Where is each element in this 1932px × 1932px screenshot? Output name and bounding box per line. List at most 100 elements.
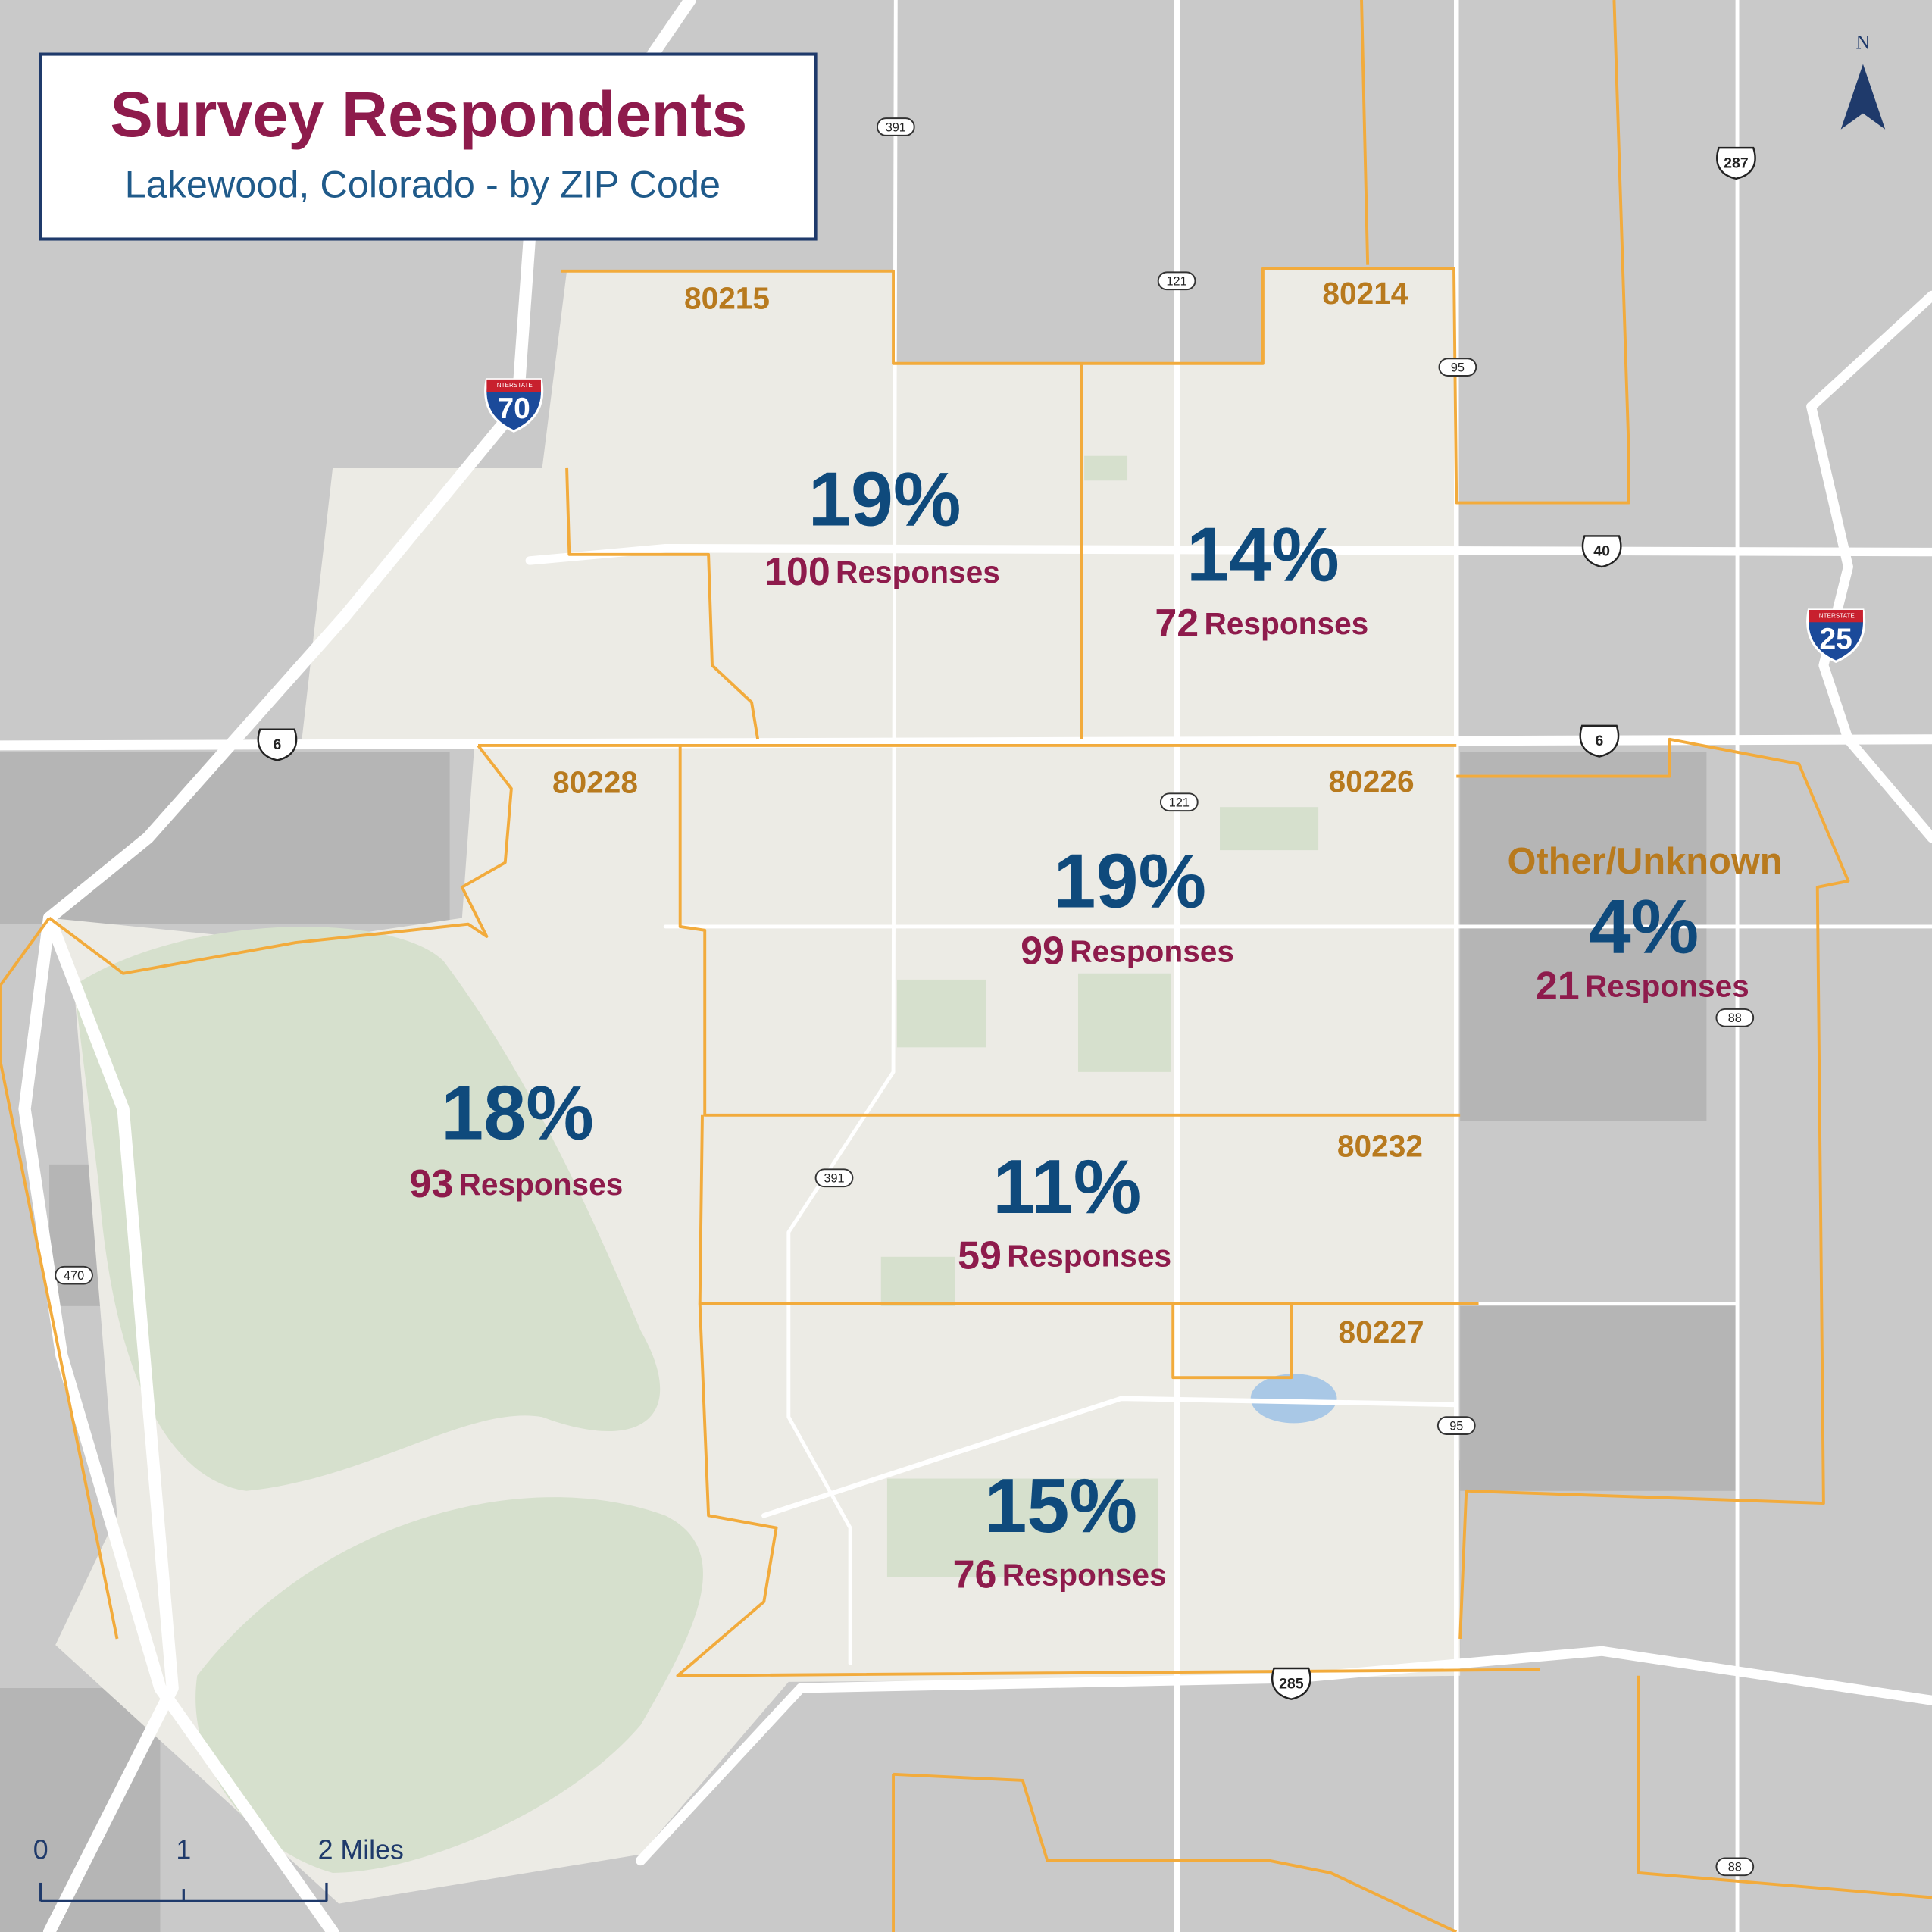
unit: Responses — [836, 555, 1000, 589]
shield-shape — [1271, 1667, 1311, 1700]
count: 21 — [1536, 964, 1580, 1008]
zip-label: 80226 — [1329, 764, 1415, 799]
zip-label: 80214 — [1322, 276, 1408, 311]
responses: 59 Responses — [958, 1233, 1171, 1277]
north-label: N — [1856, 32, 1871, 54]
shield-shape — [1579, 724, 1620, 758]
shield-label: 121 — [1167, 275, 1187, 289]
count: 99 — [1021, 929, 1064, 973]
unit: Responses — [1002, 1557, 1167, 1592]
shield-shape — [1806, 608, 1866, 664]
scale-label: 0 — [33, 1835, 48, 1865]
shield-label: 88 — [1728, 1011, 1742, 1025]
shield-shape — [1716, 146, 1756, 180]
percent: 15% — [984, 1464, 1137, 1549]
unit: Responses — [1204, 606, 1368, 641]
highway-shield: 287 — [1716, 146, 1756, 180]
highway-shield: 88 — [1715, 1857, 1755, 1877]
shield-label: 95 — [1451, 361, 1465, 375]
zip-label: 80232 — [1337, 1128, 1423, 1163]
percent: 19% — [1053, 839, 1206, 924]
shield-label: 88 — [1728, 1861, 1742, 1874]
title: Survey Respondents — [110, 78, 747, 150]
shield-banner — [1809, 610, 1863, 623]
count: 72 — [1155, 602, 1199, 646]
count: 100 — [764, 550, 830, 594]
shield-label: 391 — [886, 120, 906, 134]
shield-label: 95 — [1449, 1420, 1463, 1433]
responses: 93 Responses — [409, 1162, 623, 1206]
shield-shape — [1715, 1857, 1755, 1877]
highway-shield: 391 — [814, 1168, 854, 1188]
shield-banner-text: INTERSTATE — [1817, 612, 1855, 619]
scale-bar — [39, 1882, 328, 1902]
shield-banner-text: INTERSTATE — [495, 382, 533, 389]
unit: Responses — [1070, 933, 1234, 968]
scale-label: 2 Miles — [318, 1835, 404, 1865]
shield-label: 6 — [273, 736, 281, 753]
percent: 14% — [1186, 513, 1340, 598]
lake — [1250, 1374, 1337, 1424]
highway-shield: 95 — [1438, 358, 1477, 377]
highway-shield: 6 — [257, 728, 298, 761]
shield-label: 40 — [1593, 543, 1610, 560]
shield-shape — [1159, 792, 1199, 812]
responses: 76 Responses — [953, 1552, 1167, 1596]
highway-shield: 285 — [1271, 1667, 1311, 1700]
shield-label: 6 — [1595, 733, 1603, 749]
shield-label: 470 — [64, 1269, 84, 1283]
shield-shape — [257, 728, 298, 761]
north-arrow — [1840, 64, 1886, 130]
highway-shield: 6 — [1579, 724, 1620, 758]
subtitle: Lakewood, Colorado - by ZIP Code — [125, 163, 721, 206]
percent: 11% — [993, 1145, 1141, 1230]
highway-shield: 40 — [1581, 535, 1622, 568]
zone-labels: 80215 19% 100 Responses 80214 14% 72 Res… — [409, 276, 1782, 1596]
shield-shape — [1715, 1008, 1755, 1027]
count: 93 — [409, 1162, 453, 1206]
shield-label: 391 — [824, 1172, 844, 1186]
highway-shield: 470 — [55, 1265, 93, 1285]
unit: Responses — [1007, 1238, 1171, 1273]
unit: Responses — [459, 1167, 624, 1202]
parks — [73, 455, 1319, 1873]
zip-label: 80215 — [684, 281, 770, 316]
shield-shape — [1438, 358, 1477, 377]
responses: 100 Responses — [764, 550, 1000, 594]
shield-label: 70 — [497, 392, 530, 425]
shield-label: 285 — [1279, 1675, 1304, 1692]
highway-shield: 121 — [1159, 792, 1199, 812]
shield-banner — [486, 379, 541, 392]
zip-label: 80227 — [1339, 1315, 1424, 1349]
highway-shield: INTERSTATE 25 — [1806, 608, 1866, 664]
shield-shape — [876, 117, 915, 136]
shield-shape — [1581, 535, 1622, 568]
shield-label: 121 — [1169, 796, 1190, 810]
percent: 4% — [1589, 885, 1699, 970]
count: 59 — [958, 1233, 1002, 1277]
title-box — [39, 52, 818, 241]
highway-shield: INTERSTATE 70 — [484, 378, 544, 433]
shield-shape — [814, 1168, 854, 1188]
highway-shield: 391 — [876, 117, 915, 136]
shield-label: 25 — [1819, 623, 1852, 655]
shield-label: 287 — [1724, 155, 1749, 171]
shield-shape — [1436, 1416, 1476, 1435]
scale-label: 1 — [176, 1835, 191, 1865]
shield-shape — [55, 1265, 93, 1285]
highway-shield: 121 — [1157, 271, 1196, 291]
shield-shape — [1157, 271, 1196, 291]
percent: 18% — [441, 1071, 594, 1155]
highway-shield: 88 — [1715, 1008, 1755, 1027]
highway-shield: 95 — [1436, 1416, 1476, 1435]
shield-shape — [484, 378, 544, 433]
percent: 19% — [808, 457, 961, 542]
responses: 99 Responses — [1021, 929, 1234, 973]
zip-label: 80228 — [552, 765, 638, 800]
zip-label: Other/Unknown — [1508, 841, 1783, 882]
count: 76 — [953, 1552, 997, 1596]
unit: Responses — [1585, 968, 1749, 1003]
